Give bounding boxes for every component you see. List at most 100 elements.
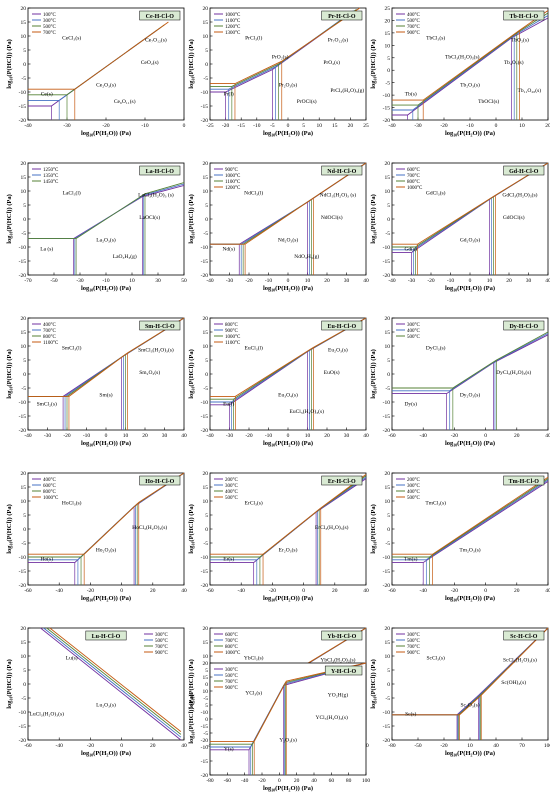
chart-title: Ho-H-Cl-O — [145, 479, 174, 485]
region-label: NdOCl(s) — [321, 214, 343, 221]
x-tick-label: -50 — [414, 743, 422, 749]
chart-title: Sc-H-Cl-O — [510, 634, 538, 640]
x-tick-label: 40 — [181, 743, 187, 749]
x-tick-label: -10 — [265, 278, 273, 284]
y-tick-label: -5 — [385, 696, 390, 702]
region-label: Dy(s) — [404, 400, 417, 407]
y-tick-label: 20 — [21, 471, 27, 477]
legend-entry: 500°C — [155, 639, 168, 644]
x-tick-label: 10 — [316, 123, 322, 129]
x-tick-label: 0 — [287, 433, 290, 439]
x-tick-label: -30 — [226, 278, 234, 284]
y-tick-label: 5 — [205, 703, 208, 709]
y-tick-label: 10 — [21, 344, 27, 350]
y-tick-label: -15 — [201, 104, 209, 110]
y-tick-label: 10 — [385, 499, 391, 505]
y-tick-label: 0 — [23, 527, 26, 533]
y-tick-label: -15 — [201, 724, 209, 730]
title-box — [324, 665, 363, 676]
y-tick-label: 0 — [205, 62, 208, 68]
y-tick-label: 20 — [203, 161, 209, 167]
x-tick-label: -40 — [24, 433, 32, 439]
x-tick-label: 40 — [545, 588, 550, 594]
y-tick-label: 0 — [387, 372, 390, 378]
y-axis-label: log₁₀(P(HCl)) (Pa) — [6, 194, 13, 244]
chart-title: Eu-H-Cl-O — [327, 324, 356, 330]
x-tick-label: 20 — [506, 278, 512, 284]
plot-frame — [27, 317, 185, 431]
x-tick-label: 0 — [183, 123, 186, 129]
legend-entry: 400°C — [407, 13, 420, 18]
plot-frame — [209, 162, 367, 276]
y-tick-label: -5 — [203, 76, 208, 82]
x-tick-label: -20 — [451, 588, 459, 594]
region-label: ScCl₃(s) — [426, 654, 445, 661]
y-tick-label: -5 — [203, 231, 208, 237]
region-label: Tb₂O₃(s) — [460, 81, 480, 88]
region-label: GdCl₃(s) — [426, 189, 446, 196]
title-box — [85, 630, 127, 641]
region-label: ErCl₃(H₂O)₃(s) — [315, 524, 349, 531]
y-tick-label: 20 — [385, 316, 391, 322]
x-axis-label: log₁₀(P(H₂O)) (Pa) — [263, 285, 313, 292]
y-tick-label: 20 — [21, 626, 27, 632]
x-tick-label: 5 — [302, 123, 305, 129]
x-axis-label: log₁₀(P(H₂O)) (Pa) — [81, 440, 131, 447]
chart-panel-7: -40 -30 -20 -10 0 10 20 30 40 -20 -15 -10 -5 0 5 10 15 20… — [188, 316, 369, 447]
legend-entry: 1200°C — [225, 25, 241, 30]
y-tick-label: -10 — [201, 745, 209, 751]
x-tick-label: 100 — [544, 743, 550, 749]
x-tick-label: 0 — [302, 588, 305, 594]
legend-entry: 900°C — [225, 329, 238, 334]
y-tick-label: 20 — [21, 161, 27, 167]
title-box — [503, 320, 545, 331]
y-tick-label: -15 — [19, 569, 27, 575]
y-axis-label: log₁₀(P(HCl)) (Pa) — [370, 39, 377, 89]
y-tick-label: 25 — [385, 6, 391, 12]
x-tick-label: 100 — [362, 778, 371, 784]
chart-title: Sm-H-Cl-O — [145, 324, 175, 330]
legend-entry: 700°C — [43, 329, 56, 334]
plot-frame — [391, 7, 549, 121]
x-axis-label: log₁₀(P(H₂O)) (Pa) — [445, 750, 495, 757]
region-label: SmCl₃(l) — [62, 344, 82, 351]
y-tick-label: 20 — [385, 626, 391, 632]
title-box — [321, 10, 363, 21]
y-tick-label: 10 — [21, 189, 27, 195]
chart-title: Lu-H-Cl-O — [92, 634, 121, 640]
series-line-0 — [210, 13, 351, 93]
y-tick-label: 15 — [385, 330, 391, 336]
x-tick-label: -20 — [440, 123, 448, 129]
y-tick-label: -10 — [19, 710, 27, 716]
y-tick-label: 20 — [203, 626, 209, 632]
chart-title: Gd-H-Cl-O — [509, 169, 539, 175]
x-tick-label: 40 — [363, 588, 369, 594]
region-label: EuO(s) — [324, 369, 340, 376]
x-tick-label: -40 — [56, 743, 64, 749]
x-tick-label: 0 — [287, 278, 290, 284]
y-axis-label: log₁₀(P(HCl)) (Pa) — [370, 194, 377, 244]
x-tick-label: -40 — [238, 588, 246, 594]
x-tick-label: 40 — [545, 278, 550, 284]
region-label: Tm₂O₃(s) — [459, 546, 480, 553]
y-tick-label: 20 — [385, 161, 391, 167]
y-tick-label: -10 — [383, 245, 391, 251]
y-tick-label: 0 — [387, 682, 390, 688]
legend-entry: 400°C — [407, 329, 420, 334]
x-axis-label: log₁₀(P(H₂O)) (Pa) — [81, 130, 131, 137]
y-axis-label: log₁₀(P(HCl)) (Pa) — [188, 349, 195, 399]
region-label: PrO₂(s) — [272, 53, 289, 60]
y-tick-label: -5 — [203, 731, 208, 737]
title-box — [321, 165, 363, 176]
region-label: SmCl₂(s) — [37, 400, 57, 407]
region-label: Pr₇O₁₂(s) — [328, 37, 349, 44]
y-tick-label: -10 — [383, 710, 391, 716]
x-tick-label: -5 — [270, 123, 275, 129]
y-tick-label: 20 — [203, 316, 209, 322]
y-axis-label: log₁₀(P(HCl)) (Pa) — [6, 504, 13, 554]
y-tick-label: -20 — [19, 118, 27, 124]
region-label: TbO₂(s) — [511, 37, 529, 44]
region-label: Ho₂O₃(s) — [96, 546, 117, 553]
x-tick-label: 10 — [519, 123, 525, 129]
region-label: Tb₄O₇(s) — [504, 59, 524, 66]
